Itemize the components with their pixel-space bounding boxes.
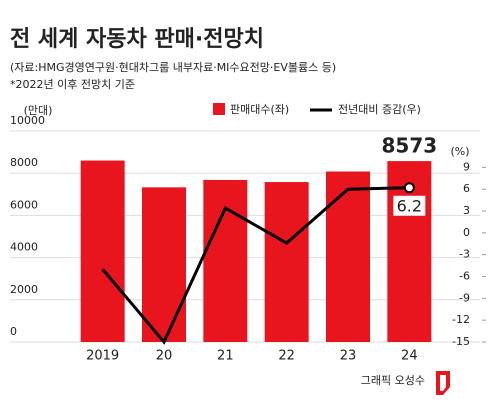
legend-label: 판매대수(좌) xyxy=(230,103,289,116)
x-tick-label: 21 xyxy=(217,349,234,364)
value-label: 6.2 xyxy=(397,196,422,215)
x-tick-label: 20 xyxy=(156,349,173,364)
y2-tick-label: -3 xyxy=(459,248,470,261)
bar xyxy=(80,160,125,342)
y-unit: (만대) xyxy=(24,104,53,117)
y2-tick-label: 6 xyxy=(463,182,470,195)
y2-tick-label: 3 xyxy=(463,204,470,217)
y2-tick-label: 9 xyxy=(463,160,470,173)
bar xyxy=(264,182,309,342)
x-tick-label: 24 xyxy=(401,349,418,364)
x-tick-label: 22 xyxy=(278,349,295,364)
x-tick-label: 2019 xyxy=(86,349,119,364)
legend-label: 전년대비 증감(우) xyxy=(338,103,421,116)
logo xyxy=(436,371,450,395)
y2-unit: (%) xyxy=(450,145,469,158)
y-tick-label: 10000 xyxy=(10,114,45,127)
bar xyxy=(142,187,186,342)
value-label: 8573 xyxy=(381,134,437,158)
value-label-bg xyxy=(393,195,426,216)
y2-tick-label: -9 xyxy=(459,291,470,304)
y-tick-label: 2000 xyxy=(10,283,38,296)
y2-tick-label: -6 xyxy=(459,270,470,283)
y-tick-label: 6000 xyxy=(10,198,38,211)
chart-title: 전 세계 자동차 판매·전망치 xyxy=(10,27,264,52)
line xyxy=(101,186,410,345)
y2-tick-label: -15 xyxy=(452,335,470,348)
y-tick-label: 4000 xyxy=(10,241,38,254)
y2-tick-label: -12 xyxy=(452,313,470,326)
y2-tick-label: 0 xyxy=(463,226,470,239)
point xyxy=(403,182,415,194)
subtitle: (자료:HMG경영연구원·현대차그룹 내부자료·MI수요전망·EV볼륨스 등) xyxy=(10,61,336,74)
legend-swatch xyxy=(213,103,225,115)
y-tick-label: 0 xyxy=(10,325,17,338)
bar xyxy=(326,171,370,342)
credit: 그래픽 오성수 xyxy=(361,374,425,387)
bar xyxy=(203,179,248,342)
note: *2022년 이후 전망치 기준 xyxy=(10,78,135,91)
y-tick-label: 8000 xyxy=(10,156,38,169)
x-tick-label: 23 xyxy=(340,349,357,364)
